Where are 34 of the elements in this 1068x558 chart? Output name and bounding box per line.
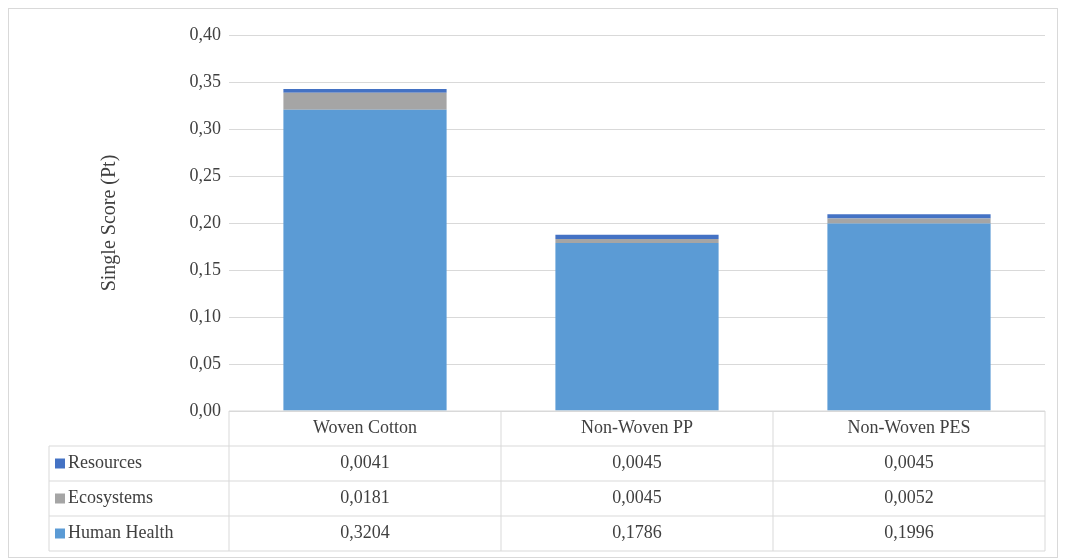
x-tick-label: Non-Woven PP	[580, 417, 694, 438]
y-tick-label: 0,30	[189, 117, 221, 138]
y-tick-label: 0,15	[189, 258, 221, 279]
bar	[283, 88, 447, 93]
bar	[283, 92, 447, 110]
bar	[827, 218, 991, 224]
legend-label: Human Health	[68, 522, 174, 543]
y-axis-title: Single Score (Pt)	[97, 154, 121, 292]
bar	[555, 238, 719, 244]
y-tick-label: 0,40	[189, 23, 221, 44]
data-label: 0,0052	[884, 487, 934, 508]
legend-label: Ecosystems	[68, 487, 153, 508]
data-label: 0,0045	[612, 452, 662, 473]
y-tick-label: 0,10	[189, 305, 221, 326]
x-tick-label: Non-Woven PES	[847, 417, 971, 438]
bar	[555, 243, 719, 411]
y-tick-label: 0,20	[189, 211, 221, 232]
data-label: 0,0045	[612, 487, 662, 508]
x-tick-label: Woven Cotton	[312, 417, 418, 438]
bar	[827, 214, 991, 219]
bar	[555, 234, 719, 239]
legend-label: Resources	[68, 452, 142, 473]
data-label: 0,0041	[340, 452, 390, 473]
data-label: 0,0181	[340, 487, 390, 508]
bar	[283, 109, 447, 411]
data-label: 0,1786	[612, 522, 662, 543]
y-tick-label: 0,35	[189, 70, 221, 91]
data-label: 0,3204	[340, 522, 390, 543]
bar	[827, 223, 991, 411]
y-tick-label: 0,05	[189, 352, 221, 373]
data-label: 0,0045	[884, 452, 934, 473]
data-label: 0,1996	[884, 522, 934, 543]
y-tick-label: 0,25	[189, 164, 221, 185]
y-tick-label: 0,00	[189, 399, 221, 420]
